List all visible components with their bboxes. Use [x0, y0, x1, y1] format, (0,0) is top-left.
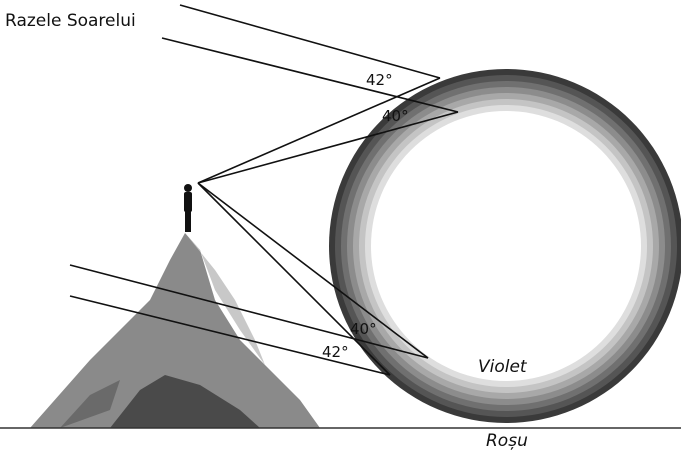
- rainbow-diagram: Razele Soarelui 42° 40° 40° 42° Violet R…: [0, 0, 681, 455]
- angle-label: 40°: [382, 107, 409, 125]
- caption: Razele Soarelui: [5, 11, 136, 31]
- band-label: Roșu: [486, 431, 528, 451]
- band-label: Violet: [478, 357, 528, 377]
- angle-label: 42°: [322, 343, 349, 361]
- angle-label: 42°: [366, 71, 393, 89]
- angle-label: 40°: [350, 320, 377, 338]
- observer: [184, 184, 192, 232]
